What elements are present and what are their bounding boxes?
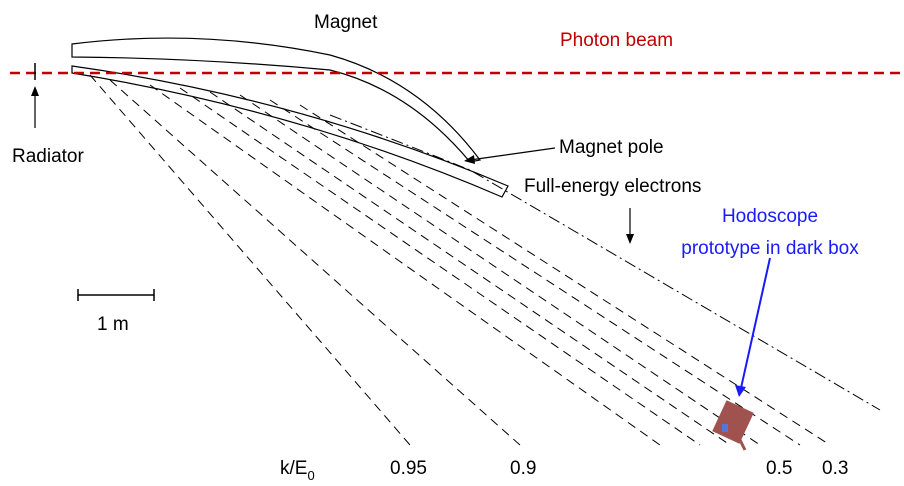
hodoscope-arrowhead <box>735 385 746 397</box>
axis-label: k/E0 <box>280 458 315 483</box>
hodoscope-label: Hodoscope <box>722 206 818 227</box>
electrons-label: Full-energy electrons <box>524 176 701 197</box>
magnet-pole <box>71 65 509 198</box>
axis-label-subscript: 0 <box>307 468 314 483</box>
radiator-arrowhead <box>31 86 39 96</box>
radiator-label: Radiator <box>12 146 84 167</box>
hodoscope-box <box>712 400 754 451</box>
pole-arrowhead <box>464 155 475 164</box>
scale-label: 1 m <box>97 314 129 335</box>
tick-label: 0.3 <box>822 458 848 479</box>
tick-label: 0.9 <box>510 458 536 479</box>
electron-trajectories <box>89 74 881 446</box>
pole-arrow <box>469 147 556 161</box>
electron-arrowhead <box>626 234 634 244</box>
hodoscope-arrow <box>740 257 771 389</box>
tick-label: 0.95 <box>390 458 427 479</box>
hodoscope-label: prototype in dark box <box>681 238 859 259</box>
photon-beam-label: Photon beam <box>560 30 673 51</box>
axis-label-text: k/E <box>280 458 307 479</box>
tick-label: 0.5 <box>766 458 792 479</box>
magnet-pole-label: Magnet pole <box>559 137 664 158</box>
magnet-label: Magnet <box>314 12 378 33</box>
